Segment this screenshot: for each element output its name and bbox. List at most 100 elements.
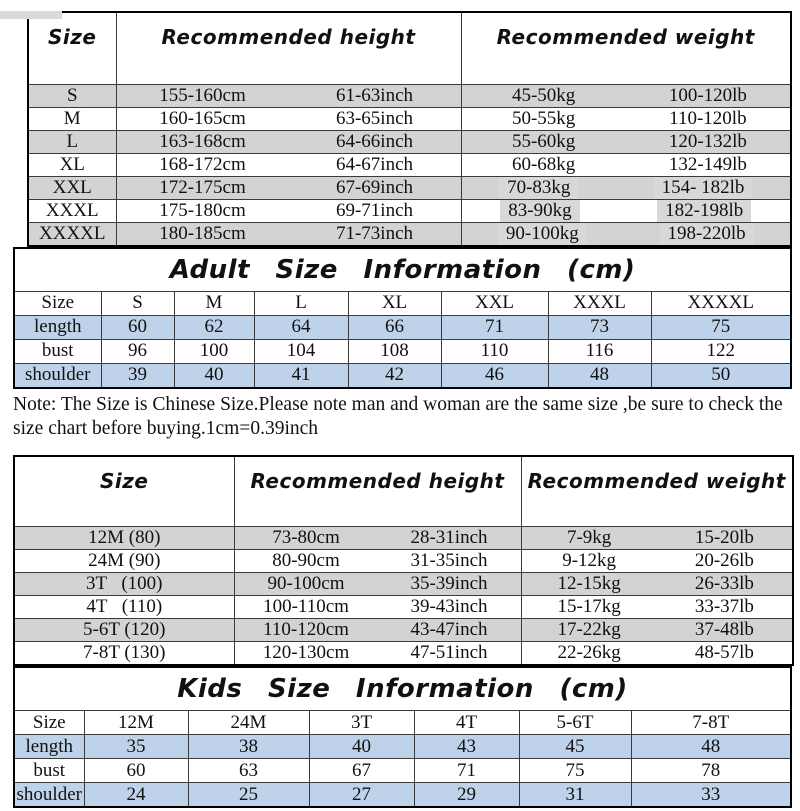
col-header: XL — [347, 290, 442, 316]
table-row: bust 60 63 67 71 75 78 — [13, 758, 792, 783]
height-inch: 39-43inch — [410, 596, 488, 618]
kids-info-header-row: Size 12M 24M 3T 4T 5-6T 7-8T — [13, 710, 792, 735]
value-cell: 24 — [83, 782, 189, 808]
row-label: bust — [13, 338, 102, 364]
table-row: 7-8T (130) 120-130cm 47-51inch 22-26kg 48-… — [13, 641, 794, 666]
height-cell: 80-90cm 31-35inch — [233, 549, 522, 573]
value-cell: 40 — [173, 362, 255, 388]
table-row: XXL 172-175cm 67-69inch 70-83kg 154- 182lb — [27, 175, 792, 200]
height-cm: 100-110cm — [263, 596, 349, 618]
weight-lb: 110-120lb — [669, 107, 747, 129]
height-cm: 168-172cm — [159, 153, 246, 175]
value-cell: 60 — [100, 314, 175, 340]
height-cell: 172-175cm 67-69inch — [115, 175, 462, 200]
height-cell: 160-165cm 63-65inch — [115, 106, 462, 131]
height-cm: 163-168cm — [159, 130, 246, 152]
height-cm: 80-90cm — [272, 550, 340, 572]
col-header: XXXXL — [650, 290, 792, 316]
table-row: length 60 62 64 66 71 73 75 — [13, 314, 792, 340]
weight-lb: 26-33lb — [694, 573, 754, 595]
table-row: 12M (80) 73-80cm 28-31inch 7-9kg 15-20lb — [13, 526, 794, 550]
col-header: 24M — [187, 710, 310, 735]
kids-fit-header-weight: Recommended weight — [520, 455, 794, 527]
row-label: shoulder — [13, 362, 102, 388]
size-cell: 12M (80) — [13, 526, 235, 550]
col-header: 3T — [308, 710, 415, 735]
adult-info-table: Adult Size Information (cm) Size S M L X… — [13, 246, 793, 389]
col-header: M — [173, 290, 255, 316]
col-header: S — [100, 290, 175, 316]
table-row: 5-6T (120) 110-120cm 43-47inch 17-22kg 37-… — [13, 618, 794, 642]
weight-lb: 100-120lb — [668, 84, 747, 106]
value-cell: 46 — [440, 362, 549, 388]
weight-cell: 83-90kg 182-198lb — [460, 198, 792, 223]
weight-lb: 33-37lb — [694, 596, 754, 618]
height-cell: 180-185cm 71-73inch — [115, 221, 462, 246]
value-cell: 110 — [440, 338, 549, 364]
height-cm: 110-120cm — [263, 619, 349, 641]
size-cell: XXXXL — [27, 221, 117, 246]
height-cm: 160-165cm — [159, 107, 246, 129]
weight-cell: 17-22kg 37-48lb — [520, 618, 794, 642]
size-note: Note: The Size is Chinese Size.Please no… — [13, 393, 783, 439]
height-inch: 43-47inch — [410, 619, 488, 641]
weight-lb: 182-198lb — [657, 200, 752, 221]
value-cell: 40 — [308, 734, 415, 759]
row-label: bust — [13, 758, 85, 783]
adult-fit-header-size: Size — [27, 11, 117, 85]
size-cell: XL — [27, 152, 117, 177]
col-header: Size — [13, 290, 102, 316]
value-cell: 96 — [100, 338, 175, 364]
table-row: shoulder 39 40 41 42 46 48 50 — [13, 362, 792, 388]
height-cell: 110-120cm 43-47inch — [233, 618, 522, 642]
weight-cell: 60-68kg 132-149lb — [460, 152, 792, 177]
height-inch: 61-63inch — [335, 84, 414, 106]
adult-info-title: Adult Size Information (cm) — [13, 247, 792, 292]
weight-cell: 9-12kg 20-26lb — [520, 549, 794, 573]
value-cell: 78 — [630, 758, 792, 783]
weight-lb: 37-48lb — [694, 619, 754, 641]
height-inch: 35-39inch — [410, 573, 488, 595]
value-cell: 45 — [518, 734, 632, 759]
col-header: Size — [13, 710, 85, 735]
height-cell: 155-160cm 61-63inch — [115, 83, 462, 108]
weight-cell: 22-26kg 48-57lb — [520, 641, 794, 666]
weight-cell: 70-83kg 154- 182lb — [460, 175, 792, 200]
table-row: XXXL 175-180cm 69-71inch 83-90kg 182-198lb — [27, 198, 792, 223]
value-cell: 50 — [650, 362, 792, 388]
value-cell: 75 — [518, 758, 632, 783]
row-label: length — [13, 314, 102, 340]
weight-kg: 17-22kg — [557, 619, 621, 641]
height-inch: 63-65inch — [335, 107, 414, 129]
table-row: 3T (100) 90-100cm 35-39inch 12-15kg 26-33l… — [13, 572, 794, 596]
weight-cell: 90-100kg 198-220lb — [460, 221, 792, 246]
height-cm: 90-100cm — [267, 573, 345, 595]
col-header: 12M — [83, 710, 189, 735]
weight-kg: 60-68kg — [511, 153, 576, 175]
value-cell: 64 — [253, 314, 349, 340]
row-label: shoulder — [13, 782, 85, 808]
size-cell: XXL — [27, 175, 117, 200]
table-row: XL 168-172cm 64-67inch 60-68kg 132-149lb — [27, 152, 792, 177]
weight-cell: 55-60kg 120-132lb — [460, 129, 792, 154]
value-cell: 43 — [413, 734, 520, 759]
weight-cell: 45-50kg 100-120lb — [460, 83, 792, 108]
value-cell: 75 — [650, 314, 792, 340]
kids-fit-header-row: Size Recommended height Recommended weig… — [13, 455, 794, 527]
weight-lb: 20-26lb — [694, 550, 754, 572]
value-cell: 66 — [347, 314, 442, 340]
table-row: XXXXL 180-185cm 71-73inch 90-100kg 198-220… — [27, 221, 792, 246]
height-inch: 67-69inch — [335, 176, 414, 198]
col-header: L — [253, 290, 349, 316]
value-cell: 35 — [83, 734, 189, 759]
height-cm: 175-180cm — [159, 199, 246, 221]
table-row: length 35 38 40 43 45 48 — [13, 734, 792, 759]
weight-kg: 90-100kg — [497, 222, 587, 245]
height-cell: 168-172cm 64-67inch — [115, 152, 462, 177]
height-cm: 120-130cm — [262, 642, 350, 663]
size-cell: 7-8T (130) — [13, 641, 235, 666]
adult-fit-header-row: Size Recommended height Recommended weig… — [27, 11, 792, 85]
height-inch: 64-67inch — [335, 153, 414, 175]
value-cell: 63 — [187, 758, 310, 783]
height-cell: 90-100cm 35-39inch — [233, 572, 522, 596]
